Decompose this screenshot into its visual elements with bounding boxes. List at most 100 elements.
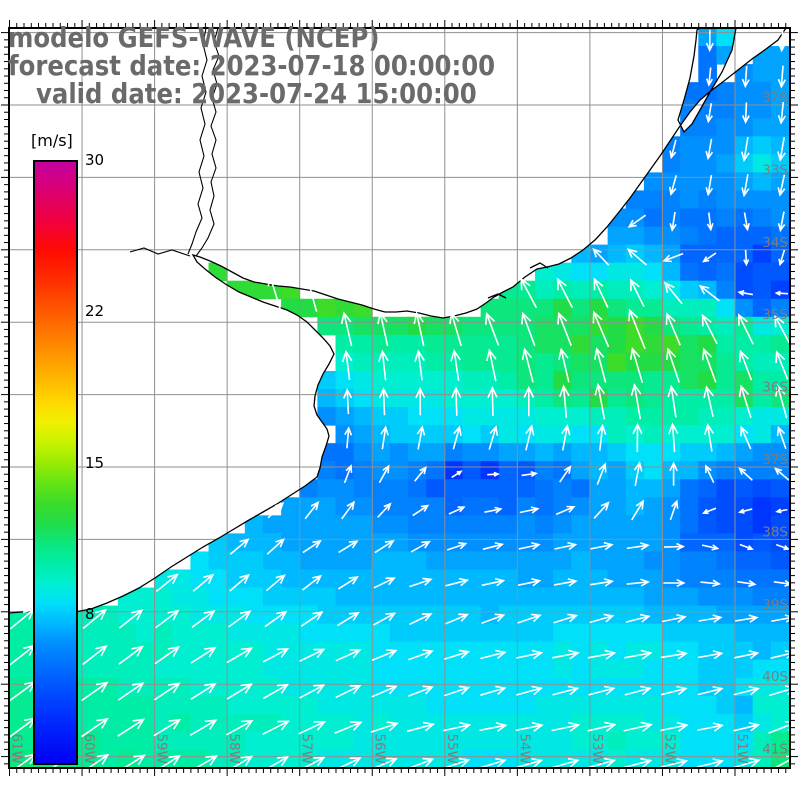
wind-arrow [775, 384, 788, 419]
wind-arrow [697, 650, 724, 660]
wind-arrow [552, 685, 580, 696]
wind-arrow [516, 685, 543, 696]
wind-arrow [518, 542, 541, 551]
lat-label: 35S [762, 307, 788, 323]
wind-arrow [118, 645, 144, 665]
colorbar [33, 160, 78, 765]
wind-arrow [521, 347, 534, 383]
wind-arrow [590, 578, 615, 587]
field-cells-layer [9, 28, 790, 768]
wind-arrow [777, 174, 786, 197]
wind-arrow [703, 385, 714, 417]
wind-arrow [737, 313, 754, 345]
wind-arrow [520, 277, 538, 309]
wind-arrow [743, 249, 750, 267]
wind-arrow [344, 426, 353, 449]
wind-arrow [380, 425, 389, 450]
wind-arrow [661, 685, 688, 696]
wind-arrow [629, 278, 645, 308]
wind-arrow [662, 614, 687, 623]
wind-arrow [741, 102, 750, 125]
wind-arrow [623, 721, 653, 732]
wind-arrow [481, 578, 506, 587]
wind-arrow [446, 542, 468, 551]
wind-arrow [334, 721, 363, 734]
wind-arrow [409, 613, 433, 626]
wind-arrow [735, 614, 759, 623]
wind-arrow [515, 758, 544, 768]
wind-arrow [630, 383, 642, 420]
valid-date: valid date: 2023-07-24 15:00:00 [36, 77, 477, 110]
wind-arrow [701, 313, 718, 345]
wind-arrow [87, 753, 110, 768]
lon-label: 56W [371, 733, 387, 764]
wind-arrow [341, 500, 356, 520]
colorbar-tick-label: 22 [85, 302, 105, 321]
wind-arrow [488, 425, 499, 450]
lat-label: 33S [762, 162, 788, 178]
lat-label: 32S [762, 90, 788, 106]
wind-arrow [335, 649, 362, 662]
wind-arrow [662, 252, 684, 263]
wind-arrow [377, 311, 389, 347]
wind-arrow [778, 249, 786, 267]
lat-label: 37S [762, 452, 788, 468]
wind-arrow [444, 649, 471, 660]
wind-arrow [705, 29, 714, 53]
wind-arrow [479, 758, 507, 768]
wind-arrow [266, 756, 290, 768]
wind-arrow [774, 314, 790, 344]
wind-arrow [523, 385, 535, 417]
wind-arrow [623, 649, 653, 660]
wind-arrow [587, 649, 617, 660]
lat-label: 36S [762, 380, 788, 396]
wind-arrow [480, 685, 507, 696]
lat-label: 38S [762, 524, 788, 540]
wind-arrow [705, 67, 713, 87]
wind-arrow [342, 388, 353, 415]
wind-arrow [226, 683, 253, 700]
wind-arrow [777, 29, 787, 53]
wind-arrow [415, 386, 426, 416]
wind-arrow [705, 464, 715, 484]
wind-arrow [768, 720, 790, 734]
wind-arrow [190, 682, 217, 700]
wind-arrow [702, 347, 717, 383]
wind-arrow [449, 311, 462, 347]
wind-arrow [155, 573, 179, 593]
wind-arrow [230, 755, 254, 768]
wind-arrow [593, 277, 609, 308]
wind-arrow [82, 645, 108, 666]
wind-arrow [701, 507, 717, 515]
wind-arrow [627, 214, 647, 228]
wind-arrow [594, 347, 607, 383]
wind-arrow [451, 386, 462, 416]
wind-arrow [556, 277, 574, 308]
wind-arrow [487, 471, 500, 477]
wind-arrow [412, 504, 430, 517]
wind-arrow [337, 576, 359, 590]
wind-arrow [227, 610, 252, 628]
river-lines [129, 28, 549, 299]
colorbar-unit-label: [m/s] [31, 131, 73, 150]
wind-arrow [551, 721, 581, 732]
wind-arrow [189, 719, 218, 736]
wind-arrow [407, 685, 434, 697]
wind-arrow [588, 685, 616, 696]
wind-arrow [669, 211, 677, 232]
wind-arrow [486, 348, 497, 382]
wind-arrow [631, 499, 645, 521]
wind-arrow [304, 501, 320, 520]
wind-arrows-layer [9, 29, 790, 768]
wind-arrow [487, 386, 498, 417]
wind-arrow [263, 683, 290, 700]
wind-arrow [378, 387, 389, 416]
model-title: modelo GEFS-WAVE (NCEP) [8, 21, 380, 54]
wind-arrow [551, 649, 580, 660]
lon-label: 60W [81, 733, 97, 764]
wind-arrow [335, 684, 362, 699]
wind-arrow [516, 649, 544, 660]
wind-arrow [594, 382, 606, 420]
lon-label: 54W [516, 733, 532, 764]
